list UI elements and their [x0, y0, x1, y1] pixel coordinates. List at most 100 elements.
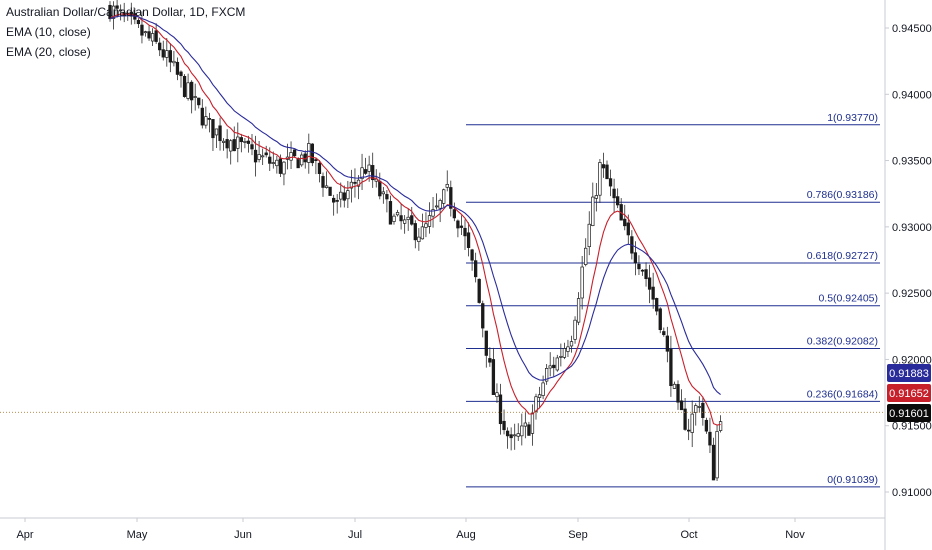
candle-body [296, 158, 300, 169]
candle-body [445, 184, 449, 188]
price-tick-label: 0.94000 [892, 89, 932, 101]
candle-body [576, 298, 581, 323]
candle-body [669, 348, 673, 386]
candle-body [250, 144, 254, 150]
candle-body [225, 139, 229, 149]
candle-body [431, 209, 435, 217]
candle-body [257, 154, 261, 160]
chart-title[interactable]: Australian Dollar/Canadian Dollar, 1D, F… [6, 5, 246, 19]
candle-body [197, 97, 201, 106]
candle-body [637, 263, 641, 270]
candle-body [640, 269, 645, 272]
price-tick-label: 0.93000 [892, 222, 932, 234]
ema-20-line [109, 15, 721, 396]
candle-body [282, 161, 286, 175]
fib-level-label: 0.5(0.92405) [818, 293, 878, 305]
candle-body [566, 346, 570, 352]
price-axis[interactable]: 0.94500 0.94000 0.93500 0.93000 0.92500 0.920… [885, 23, 932, 499]
candle-body [651, 286, 655, 300]
candle-body [307, 143, 311, 163]
candle-body [356, 179, 361, 187]
fibonacci-retracement[interactable]: 1(0.93770) 0.786(0.93186) 0.618(0.92727) 0.… [466, 112, 880, 488]
price-tick-label: 0.94500 [892, 23, 932, 35]
candle-body [502, 420, 506, 431]
candle-body [253, 149, 258, 163]
candle-body [459, 225, 464, 228]
candle-body [701, 402, 705, 418]
candle-body [520, 425, 524, 437]
candle-body [658, 308, 662, 331]
price-tick-label: 0.91000 [892, 487, 932, 499]
candle-body [477, 278, 481, 303]
fib-level-label: 1(0.93770) [827, 112, 878, 124]
ema-20-legend[interactable]: EMA (20, close) [6, 45, 91, 59]
candle-body [523, 422, 527, 427]
candle-body [718, 421, 723, 431]
candle-body [456, 220, 460, 229]
candle-body [363, 169, 368, 174]
candle-body [118, 9, 123, 12]
candle-body [562, 348, 567, 358]
candle-body [321, 176, 325, 188]
candle-body [690, 413, 694, 433]
candle-body [498, 394, 503, 425]
candle-body [655, 298, 659, 312]
candle-body [495, 392, 499, 397]
ema-10-legend[interactable]: EMA (10, close) [6, 25, 91, 39]
candle-body [278, 158, 283, 174]
candle-body [573, 319, 577, 340]
candle-body [715, 431, 719, 479]
candle-body [317, 162, 322, 174]
candle-body [509, 434, 513, 439]
candle-body [452, 209, 456, 219]
chart-legend: Australian Dollar/Canadian Dollar, 1D, F… [6, 2, 245, 62]
candle-body [378, 180, 382, 197]
candle-body [292, 149, 297, 157]
candle-body [491, 359, 496, 395]
candle-body [232, 139, 236, 152]
candle-body [229, 140, 233, 152]
candle-body [342, 192, 346, 201]
price-tick-label: 0.91500 [892, 421, 932, 433]
price-label-box [887, 364, 931, 382]
candle-body [605, 164, 609, 180]
candle-body [246, 140, 251, 144]
candle-body [168, 50, 173, 63]
candle-body [711, 444, 716, 481]
candle-body [172, 60, 176, 64]
candle-body [193, 96, 197, 98]
candle-body [647, 277, 652, 290]
time-axis[interactable]: Apr May Jun Jul Aug Sep Oct Nov [16, 518, 805, 541]
candle-body [534, 396, 538, 412]
ema-lines [109, 13, 721, 426]
candle-body [633, 252, 638, 264]
candle-body [204, 116, 208, 126]
candle-body [147, 31, 151, 39]
candle-body [388, 201, 393, 225]
candle-body [559, 355, 563, 358]
candle-body [569, 341, 574, 347]
candle-body [552, 364, 556, 369]
candle-body [353, 181, 357, 184]
price-label-text: 0.91601 [889, 408, 929, 420]
candle-body [598, 162, 602, 196]
price-label-text: 0.91652 [889, 388, 929, 400]
candle-body [346, 190, 350, 200]
price-tick-label: 0.92500 [892, 288, 932, 300]
candle-body [580, 266, 584, 299]
candle-body [601, 164, 606, 169]
candle-body [644, 269, 648, 280]
candle-body [410, 215, 414, 225]
candle-body [587, 223, 591, 248]
candle-body [239, 137, 244, 143]
candle-body [385, 194, 389, 200]
candle-body [111, 5, 116, 19]
candle-body [140, 24, 144, 36]
time-tick-label: Oct [680, 529, 697, 541]
candle-body [676, 384, 680, 403]
candle-body [626, 222, 630, 236]
candle-body [324, 185, 329, 188]
candle-body [207, 118, 212, 120]
candle-body [484, 330, 488, 356]
